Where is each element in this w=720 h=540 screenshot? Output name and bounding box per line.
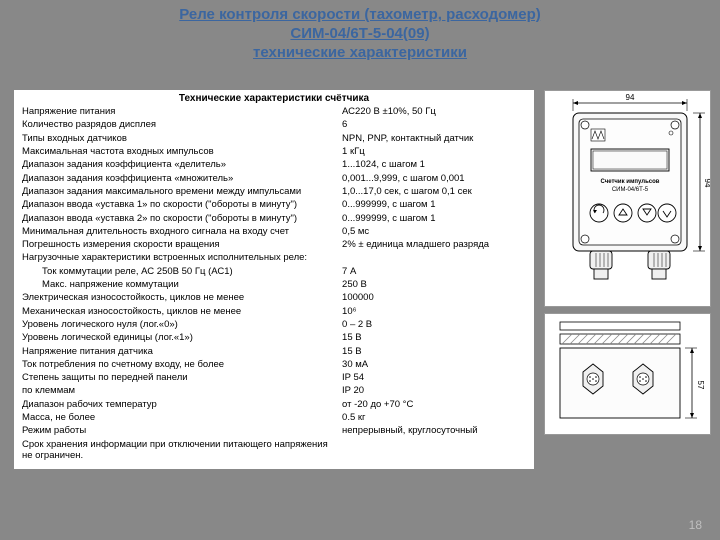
spec-label: Масса, не более	[20, 412, 340, 425]
device-label2: СИМ-04/6Т-5	[612, 187, 649, 193]
dim-depth: 57	[696, 381, 705, 390]
spec-value: NPN, PNP, контактный датчик	[340, 133, 528, 146]
table-row: Типы входных датчиковNPN, PNP, контактны…	[20, 133, 528, 146]
spec-label: Ток потребления по счетному входу, не бо…	[20, 359, 340, 372]
spec-label: Уровень логического нуля (лог.«0»)	[20, 319, 340, 332]
table-row: Диапазон ввода «уставка 1» по скорости (…	[20, 199, 528, 212]
spec-value: непрерывный, круглосуточный	[340, 425, 528, 438]
title-line1: Реле контроля скорости (тахометр, расход…	[179, 6, 540, 23]
device-label1: Счетчик импульсов	[601, 179, 660, 185]
table-row: Минимальная длительность входного сигнал…	[20, 226, 528, 239]
title-line2: СИМ-04/6Т-5-04(09)	[290, 25, 429, 42]
spec-label: Напряжение питания	[20, 106, 340, 119]
spec-label: Степень защиты по передней панели	[20, 372, 340, 385]
table-row: Диапазон задания коэффициента «делитель»…	[20, 159, 528, 172]
spec-value	[340, 252, 528, 265]
spec-value: 30 мА	[340, 359, 528, 372]
spec-value: 6	[340, 119, 528, 132]
spec-value: 1 кГц	[340, 146, 528, 159]
spec-label: Погрешность измерения скорости вращения	[20, 239, 340, 252]
table-row: Срок хранения информации при отключении …	[20, 438, 528, 462]
spec-label: Уровень логической единицы (лог.«1»)	[20, 332, 340, 345]
table-row: Диапазон задания максимального времени м…	[20, 186, 528, 199]
spec-value: 2% ± единица младшего разряда	[340, 239, 528, 252]
spec-label: Электрическая износостойкость, циклов не…	[20, 292, 340, 305]
table-row: Ток коммутации реле, АС 250В 50 Гц (АС1)…	[20, 266, 528, 279]
spec-value: 0.5 кг	[340, 412, 528, 425]
table-row: Электрическая износостойкость, циклов не…	[20, 292, 528, 305]
spec-value: 0...999999, с шагом 1	[340, 212, 528, 225]
spec-label: Макс. напряжение коммутации	[20, 279, 340, 292]
slide-title: Реле контроля скорости (тахометр, расход…	[0, 0, 720, 64]
spec-value: 7 А	[340, 266, 528, 279]
table-row: Максимальная частота входных импульсов1 …	[20, 146, 528, 159]
spec-value: 15 В	[340, 332, 528, 345]
diagram-column: 94 94	[544, 90, 709, 469]
table-row: Напряжение питанияАС220 В ±10%, 50 Гц	[20, 106, 528, 119]
spec-value: АС220 В ±10%, 50 Гц	[340, 106, 528, 119]
spec-label: Напряжение питания датчика	[20, 345, 340, 358]
spec-label: Нагрузочные характеристики встроенных ис…	[20, 252, 340, 265]
spec-label: Режим работы	[20, 425, 340, 438]
table-row: Макс. напряжение коммутации250 В	[20, 279, 528, 292]
spec-label: Механическая износостойкость, циклов не …	[20, 305, 340, 318]
spec-value	[340, 438, 528, 462]
table-row: Уровень логической единицы (лог.«1»)15 В	[20, 332, 528, 345]
table-row: Количество разрядов дисплея6	[20, 119, 528, 132]
table-row: Масса, не более0.5 кг	[20, 412, 528, 425]
content-row: Технические характеристики счётчика Напр…	[14, 90, 709, 469]
spec-value: 10⁶	[340, 305, 528, 318]
spec-label: Максимальная частота входных импульсов	[20, 146, 340, 159]
dim-height: 94	[703, 179, 710, 188]
spec-table: Напряжение питанияАС220 В ±10%, 50 ГцКол…	[20, 106, 528, 463]
spec-table-container: Технические характеристики счётчика Напр…	[14, 90, 534, 469]
spec-label: Диапазон ввода «уставка 2» по скорости (…	[20, 212, 340, 225]
spec-label: Количество разрядов дисплея	[20, 119, 340, 132]
table-row: Диапазон ввода «уставка 2» по скорости (…	[20, 212, 528, 225]
spec-value: IP 20	[340, 385, 528, 398]
table-row: Ток потребления по счетному входу, не бо…	[20, 359, 528, 372]
page-number: 18	[689, 518, 702, 532]
spec-value: 250 В	[340, 279, 528, 292]
spec-label: по клеммам	[20, 385, 340, 398]
spec-value: от -20 до +70 °С	[340, 399, 528, 412]
dim-width: 94	[626, 93, 635, 102]
spec-table-heading: Технические характеристики счётчика	[20, 93, 528, 104]
spec-value: 15 В	[340, 345, 528, 358]
table-row: Режим работынепрерывный, круглосуточный	[20, 425, 528, 438]
table-row: Диапазон рабочих температурот -20 до +70…	[20, 399, 528, 412]
spec-value: 1...1024, с шагом 1	[340, 159, 528, 172]
table-row: Напряжение питания датчика15 В	[20, 345, 528, 358]
spec-value: 100000	[340, 292, 528, 305]
spec-label: Диапазон задания коэффициента «делитель»	[20, 159, 340, 172]
spec-value: 0,001...9,999, с шагом 0,001	[340, 172, 528, 185]
spec-label: Типы входных датчиков	[20, 133, 340, 146]
diagram-back: 57	[544, 313, 711, 435]
spec-label: Диапазон ввода «уставка 1» по скорости (…	[20, 199, 340, 212]
table-row: Нагрузочные характеристики встроенных ис…	[20, 252, 528, 265]
spec-value: 1,0...17,0 сек, с шагом 0,1 сек	[340, 186, 528, 199]
spec-label: Диапазон задания максимального времени м…	[20, 186, 340, 199]
spec-label: Ток коммутации реле, АС 250В 50 Гц (АС1)	[20, 266, 340, 279]
spec-value: IP 54	[340, 372, 528, 385]
table-row: Механическая износостойкость, циклов не …	[20, 305, 528, 318]
table-row: Степень защиты по передней панелиIP 54	[20, 372, 528, 385]
spec-value: 0,5 мс	[340, 226, 528, 239]
spec-label: Диапазон задания коэффициента «множитель…	[20, 172, 340, 185]
table-row: Диапазон задания коэффициента «множитель…	[20, 172, 528, 185]
title-line3: технические характеристики	[253, 44, 467, 61]
table-row: Погрешность измерения скорости вращения2…	[20, 239, 528, 252]
spec-label: Минимальная длительность входного сигнал…	[20, 226, 340, 239]
spec-label: Срок хранения информации при отключении …	[20, 438, 340, 462]
table-row: Уровень логического нуля (лог.«0»)0 – 2 …	[20, 319, 528, 332]
spec-value: 0 – 2 В	[340, 319, 528, 332]
table-row: по клеммамIP 20	[20, 385, 528, 398]
title-link[interactable]: Реле контроля скорости (тахометр, расход…	[179, 6, 540, 61]
diagram-front: 94 94	[544, 90, 711, 307]
spec-label: Диапазон рабочих температур	[20, 399, 340, 412]
spec-value: 0...999999, с шагом 1	[340, 199, 528, 212]
